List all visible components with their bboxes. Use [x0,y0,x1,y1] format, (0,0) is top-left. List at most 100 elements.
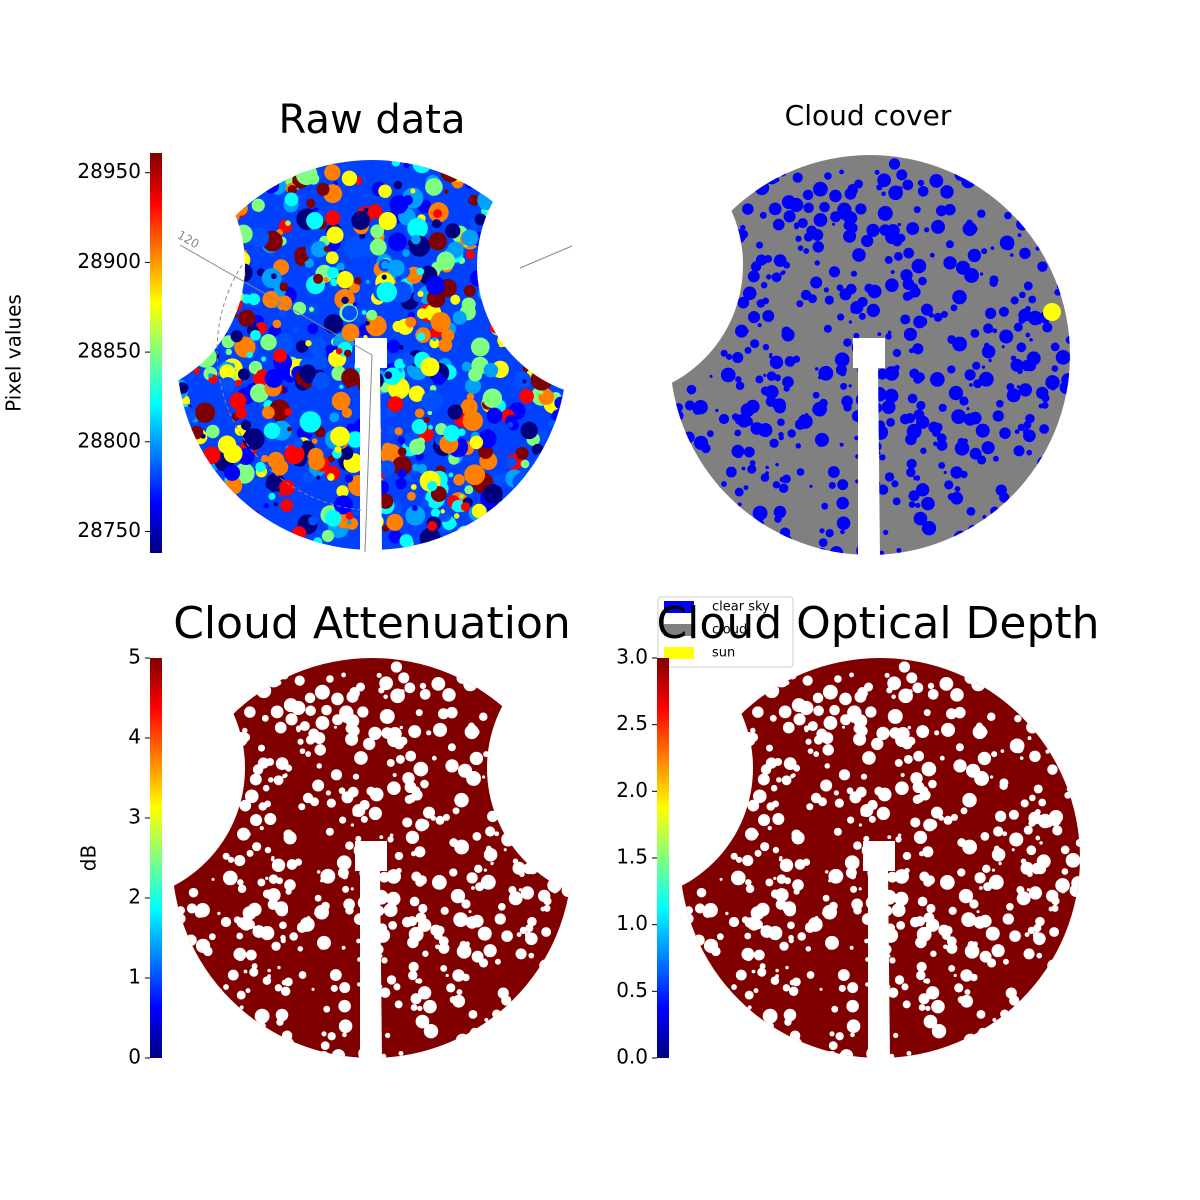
image-blob [1039,841,1043,845]
image-blob [1039,424,1050,434]
image-blob [417,875,427,885]
image-blob [260,926,275,941]
image-blob [839,442,844,447]
image-blob [1065,959,1074,968]
image-blob [807,721,818,732]
image-blob [517,483,527,493]
image-blob [773,254,787,267]
image-blob [725,1035,729,1040]
image-blob [408,385,425,402]
image-blob [197,489,203,494]
image-blob [744,525,760,540]
image-blob [756,241,764,249]
image-blob [385,1032,391,1039]
image-blob [840,382,848,390]
image-blob [752,706,764,718]
image-blob [1019,247,1031,260]
image-blob [701,502,708,510]
image-blob [515,446,529,460]
image-blob [960,470,968,479]
image-blob [339,446,354,460]
image-blob [812,692,824,704]
image-blob [1039,678,1049,688]
image-blob [991,944,1005,958]
image-blob [781,775,792,786]
image-blob [286,859,298,870]
image-blob [405,316,417,328]
image-blob [381,442,393,454]
image-blob [757,967,767,977]
image-blob [988,531,1002,545]
image-blob [223,984,229,990]
image-blob [999,492,1010,503]
image-blob [716,933,724,941]
image-blob [344,349,352,357]
image-blob [228,686,244,702]
image-blob [769,355,784,370]
image-blob [421,390,443,412]
image-blob [283,829,294,840]
image-blob [894,758,903,767]
image-blob [185,934,197,946]
image-blob [1029,338,1033,342]
image-blob [491,667,506,682]
image-blob [390,875,398,883]
image-blob [952,289,967,305]
image-blob [976,1009,986,1019]
image-blob [762,538,769,545]
image-blob [1051,365,1059,372]
image-blob [274,721,287,734]
image-blob [725,466,737,478]
image-blob [757,773,770,786]
image-blob [959,396,969,406]
image-blob [423,162,430,168]
mast-shadow [868,871,890,1060]
image-blob [297,738,304,745]
image-blob [853,906,862,915]
image-blob [892,497,901,506]
image-blob [989,775,994,779]
image-blob [305,340,312,347]
image-blob [309,160,315,165]
image-blob [262,176,280,194]
image-blob [966,506,976,516]
image-blob [754,519,761,525]
image-blob [479,681,483,686]
image-blob [494,958,501,965]
image-blob [1059,380,1070,395]
image-blob [279,309,287,318]
image-blob [261,356,267,362]
image-blob [210,160,216,164]
image-blob [805,738,812,745]
image-blob [1058,287,1065,294]
image-blob [1024,932,1030,938]
image-blob [1002,913,1014,925]
image-blob [916,970,926,981]
image-blob [745,884,755,894]
image-blob [785,965,789,970]
image-blob [530,531,546,547]
image-blob [885,333,892,340]
image-blob [806,803,814,811]
image-blob [813,705,824,717]
image-blob [222,852,230,860]
image-blob [379,835,384,840]
image-blob [846,787,854,795]
image-blob [506,535,523,550]
image-blob [900,314,911,325]
image-blob [1026,720,1039,734]
image-blob [232,195,242,205]
image-blob [670,444,675,450]
image-blob [345,383,351,389]
image-blob [936,439,948,451]
image-blob [390,661,403,673]
image-blob [787,921,795,930]
image-blob [762,343,770,351]
image-blob [680,987,688,1002]
image-blob [731,984,737,990]
image-blob [908,490,920,502]
image-blob [808,294,817,304]
image-blob [422,950,429,957]
image-blob [1063,726,1068,731]
image-blob [755,254,768,266]
